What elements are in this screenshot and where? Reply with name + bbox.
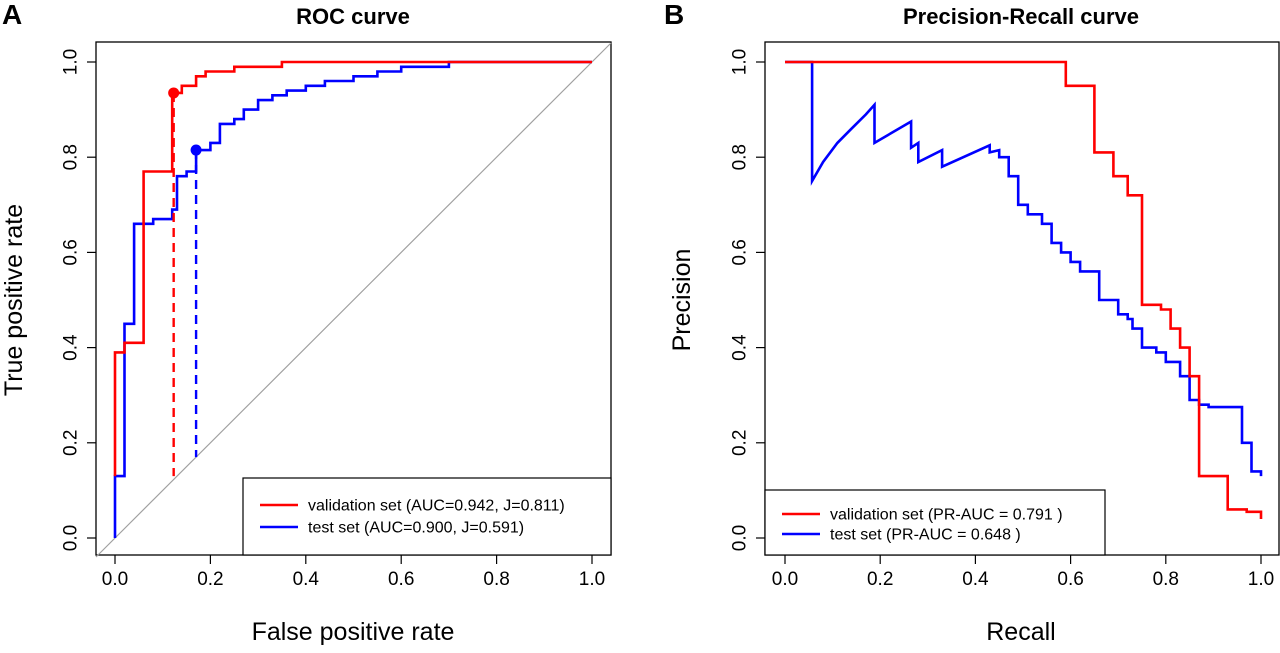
roc-x-tick-label: 0.0: [102, 569, 128, 590]
roc-test-cutoff-point: [190, 144, 202, 156]
pr-x-tick-label: 1.0: [1248, 569, 1274, 590]
pr-x-tick-label: 0.6: [1057, 569, 1083, 590]
roc-validation-curve: [113, 60, 592, 477]
roc-x-tick-label: 0.8: [483, 569, 509, 590]
pr-x-tick-label: 0.2: [867, 569, 893, 590]
pr-legend: validation set (PR-AUC = 0.791 ) test set…: [764, 489, 1106, 556]
roc-y-tick-label: 0.8: [61, 144, 82, 170]
pr-y-tick-label: 0.0: [730, 525, 751, 551]
roc-y-tick-label: 0.2: [61, 430, 82, 456]
roc-diagonal-line: [95, 42, 612, 558]
roc-x-tick-label: 0.4: [293, 569, 320, 590]
roc-y-tick-label: 0.0: [61, 525, 82, 551]
pr-x-axis-label: Recall: [986, 618, 1055, 646]
roc-x-tick-label: 1.0: [579, 569, 605, 590]
pr-y-tick-label: 0.4: [730, 334, 751, 361]
roc-y-tick-label: 0.6: [61, 239, 82, 265]
roc-legend: validation set (AUC=0.942, J=0.811) test …: [242, 477, 612, 556]
pr-validation-curve: [785, 60, 1263, 519]
pr-y-tick-label: 0.6: [730, 239, 751, 265]
pr-x-tick-label: 0.8: [1153, 569, 1179, 590]
pr-legend-test-label: test set (PR-AUC = 0.648 ): [830, 527, 1021, 544]
pr-y-tick-label: 1.0: [730, 49, 751, 75]
roc-y-axis-label: True positive rate: [0, 204, 28, 396]
pr-x-tick-label: 0.4: [962, 569, 989, 590]
pr-legend-box: [764, 489, 1106, 556]
panel-pr: B Precision-Recall curve Recall Precisio…: [664, 0, 1280, 646]
pr-plot-area: 0.0 0.2 0.4 0.6 0.8 1.0 0.0 0.2 0.4 0.6 0.8 1.0 vali…: [730, 41, 1280, 590]
roc-title: ROC curve: [296, 4, 410, 29]
roc-plot-area: 0.0 0.2 0.4 0.6 0.8 1.0 0.0 0.2 0.4 0.6 0.8 1.0 vali…: [61, 41, 612, 590]
pr-plot-frame: [764, 41, 1280, 556]
pr-test-curve: [785, 60, 1263, 477]
roc-y-tick-label: 1.0: [61, 49, 82, 75]
pr-y-tick-label: 0.2: [730, 430, 751, 456]
roc-x-tick-label: 0.2: [197, 569, 223, 590]
pr-x-tick-label: 0.0: [772, 569, 798, 590]
roc-legend-validation-label: validation set (AUC=0.942, J=0.811): [308, 498, 565, 515]
roc-test-curve: [113, 60, 592, 538]
roc-y-tick-label: 0.4: [61, 334, 82, 361]
roc-x-tick-label: 0.6: [388, 569, 414, 590]
panel-roc: A ROC curve False positive rate True pos…: [0, 0, 612, 646]
pr-title: Precision-Recall curve: [903, 4, 1139, 29]
roc-legend-box: [242, 477, 612, 556]
panel-letter-b: B: [664, 0, 684, 30]
roc-legend-test-label: test set (AUC=0.900, J=0.591): [308, 520, 524, 537]
pr-legend-validation-label: validation set (PR-AUC = 0.791 ): [830, 507, 1063, 524]
panel-letter-a: A: [2, 0, 22, 30]
pr-y-axis-label: Precision: [668, 249, 696, 352]
roc-validation-cutoff-point: [168, 87, 180, 99]
roc-x-axis-label: False positive rate: [252, 618, 455, 646]
pr-y-tick-label: 0.8: [730, 144, 751, 170]
